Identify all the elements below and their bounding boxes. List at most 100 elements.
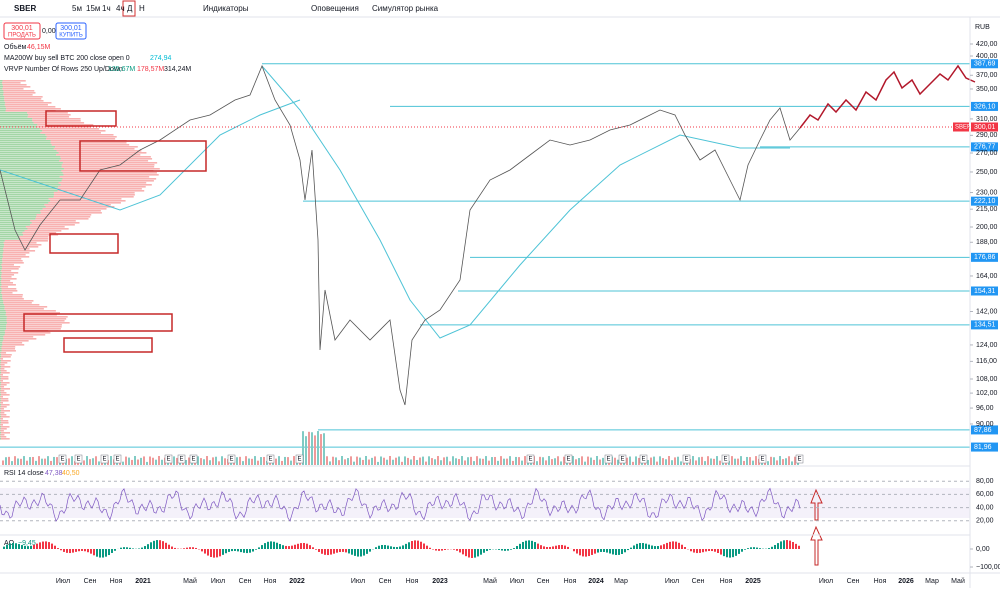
ao-bar	[519, 544, 521, 549]
profile-row	[0, 310, 6, 312]
interval[interactable]: 4ч	[116, 4, 125, 13]
ao-bar	[684, 547, 686, 549]
ao-bar	[3, 547, 5, 549]
profile-row	[0, 286, 1, 288]
volume-bar	[263, 457, 265, 465]
ao-bar	[576, 549, 578, 554]
profile-row	[62, 164, 155, 166]
ao-bar	[738, 549, 740, 554]
profile-row	[61, 158, 152, 160]
profile-row	[62, 180, 154, 182]
ao-bar	[144, 546, 146, 549]
ao-bar	[489, 549, 491, 550]
profile-row	[1, 274, 14, 276]
volume-bar	[653, 457, 655, 465]
profile-row	[0, 396, 3, 398]
profile-row	[3, 90, 34, 92]
level-label: 134,51	[974, 322, 996, 329]
volume-bar	[155, 460, 157, 465]
profile-row	[0, 206, 46, 208]
volume-bar	[503, 459, 505, 465]
profile-row	[4, 242, 37, 244]
volume-bar	[428, 456, 430, 465]
volume-bar	[794, 457, 796, 465]
profile-row	[0, 308, 4, 310]
profile-row	[2, 298, 23, 300]
ma-legend: MA200W buy sell BTC 200 close open 0	[4, 55, 130, 62]
ao-bar	[723, 549, 725, 556]
vrvp-up: 135,67M	[108, 66, 135, 73]
ao-bar	[633, 545, 635, 549]
y-tick-label: 250,00	[976, 169, 998, 176]
x-tick-label: Июл	[665, 578, 679, 585]
volume-bar	[41, 459, 43, 465]
symbol[interactable]: SBER	[14, 4, 36, 13]
interval[interactable]: 15м	[86, 4, 100, 13]
profile-row	[0, 422, 1, 424]
profile-row	[3, 252, 29, 254]
volume-bar	[695, 460, 697, 465]
volume-bar	[479, 458, 481, 465]
volume-bar	[554, 458, 556, 465]
volume-bar	[323, 433, 325, 465]
volume-bar	[26, 461, 28, 465]
interval[interactable]: Н	[139, 4, 145, 13]
ao-bar	[345, 549, 347, 552]
ao-bar	[789, 541, 791, 549]
volume-bar	[602, 458, 604, 465]
profile-row	[0, 178, 62, 180]
ao-bar	[258, 547, 260, 549]
volume-bar	[590, 458, 592, 465]
profile-row	[0, 216, 36, 218]
profile-row	[0, 278, 2, 280]
profile-row	[26, 226, 65, 228]
ao-bar	[600, 549, 602, 552]
ao-bar	[438, 549, 440, 551]
volume-bar	[134, 456, 136, 465]
profile-row	[0, 358, 3, 360]
ao-bar	[735, 549, 737, 556]
volume-bar	[710, 458, 712, 465]
ao-bar	[780, 541, 782, 549]
volume-bar	[35, 461, 37, 465]
x-tick-label: Мар	[925, 578, 939, 585]
ao-bar	[264, 543, 266, 549]
ao-bar	[84, 549, 86, 551]
profile-row	[0, 122, 34, 124]
volume-bar	[665, 459, 667, 465]
ao-bar	[24, 546, 26, 549]
profile-row	[4, 100, 43, 102]
volume-bar	[422, 457, 424, 465]
volume-bar	[2, 460, 4, 465]
volume-bar	[740, 456, 742, 465]
x-tick-label: 2023	[432, 578, 448, 585]
replay-button[interactable]: Симулятор рынка	[372, 4, 439, 13]
ao-bar	[381, 545, 383, 549]
volume-bar	[290, 461, 292, 465]
interval[interactable]: Д	[127, 4, 133, 13]
ao-bar	[255, 549, 257, 550]
profile-row	[63, 172, 157, 174]
volume-bar	[146, 462, 148, 465]
indicators-button[interactable]: Индикаторы	[203, 4, 249, 13]
volume-bar	[413, 456, 415, 465]
ao-bar	[771, 547, 773, 549]
alerts-button[interactable]: Оповещения	[311, 4, 359, 13]
volume-bar	[341, 456, 343, 465]
interval[interactable]: 1ч	[102, 4, 111, 13]
ao-bar	[774, 545, 776, 549]
volume-bar	[248, 458, 250, 465]
ao-bar	[747, 548, 749, 549]
profile-row	[1, 404, 10, 406]
volume-bar	[11, 461, 13, 465]
ao-bar	[252, 549, 254, 552]
ao-bar	[120, 548, 122, 549]
ao-bar	[753, 547, 755, 549]
interval[interactable]: 5м	[72, 4, 82, 13]
ao-bar	[654, 546, 656, 549]
profile-row	[2, 344, 24, 346]
earnings-marker: E	[685, 457, 689, 463]
profile-row	[0, 260, 2, 262]
volume-bar	[449, 461, 451, 465]
ao-bar	[267, 542, 269, 549]
